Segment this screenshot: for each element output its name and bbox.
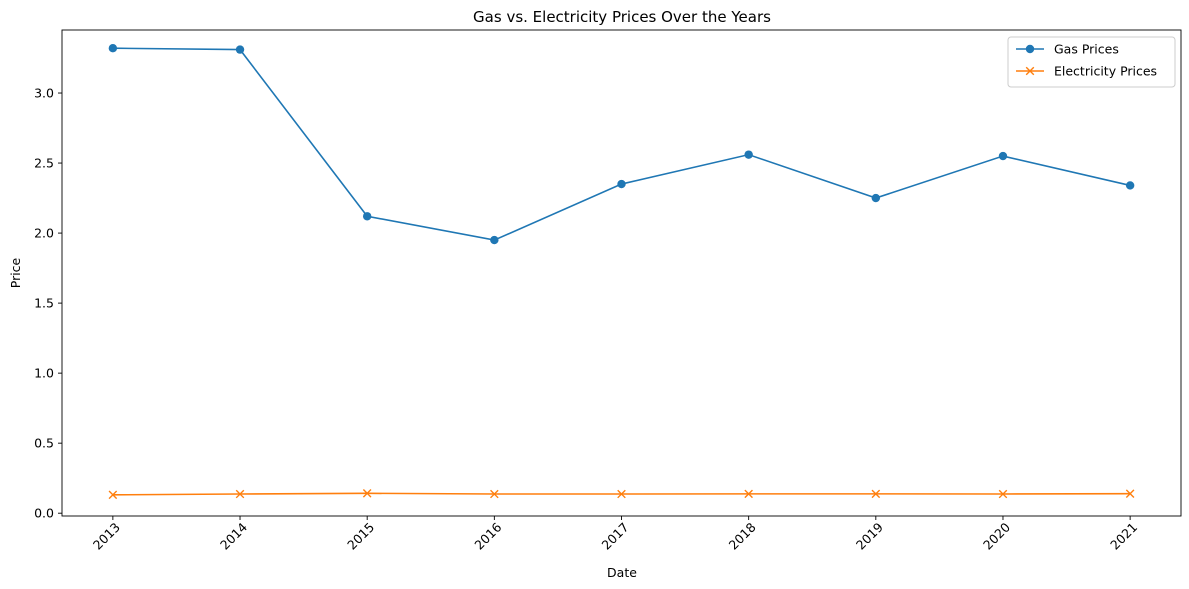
data-point-stroke: [744, 489, 753, 499]
data-point-stroke: [1125, 489, 1135, 499]
data-point: [490, 489, 499, 499]
data-point: [998, 151, 1008, 161]
data-point: [617, 489, 626, 499]
data-point-stroke: [235, 489, 245, 499]
data-point: [744, 489, 753, 499]
legend-swatch-marker: [1025, 44, 1035, 54]
y-tick-label: 3.0: [34, 86, 54, 101]
data-point: [1125, 489, 1135, 499]
legend-label: Electricity Prices: [1054, 64, 1157, 79]
data-point: [362, 212, 372, 221]
x-axis-label: Date: [607, 565, 637, 580]
data-point-stroke: [490, 489, 499, 499]
chart-title: Gas vs. Electricity Prices Over the Year…: [473, 8, 771, 26]
y-tick-label: 2.0: [34, 226, 54, 241]
data-point: [1125, 181, 1135, 190]
y-axis-label: Price: [8, 257, 23, 288]
legend-swatch-marker: [1025, 66, 1035, 76]
data-point-stroke: [998, 489, 1008, 499]
data-point: [108, 490, 118, 500]
data-point: [871, 193, 881, 203]
data-point: [744, 150, 753, 159]
legend-label: Gas Prices: [1054, 42, 1119, 57]
data-point: [998, 489, 1008, 499]
data-point-stroke: [362, 489, 372, 498]
legend-box: [1007, 36, 1176, 88]
data-point: [362, 489, 372, 498]
legend: Gas Prices Electricity Prices: [1007, 36, 1176, 88]
data-point: [235, 489, 245, 499]
data-point: [108, 44, 118, 53]
y-tick-label: 2.5: [34, 156, 54, 171]
y-tick-label: 0.5: [34, 436, 54, 451]
y-tick-label: 1.5: [34, 296, 54, 311]
data-point-stroke: [617, 489, 626, 499]
data-point: [871, 489, 881, 499]
data-point: [490, 235, 499, 245]
data-point-stroke: [871, 489, 881, 499]
data-point-stroke: [108, 490, 118, 500]
y-tick-label: 1.0: [34, 366, 54, 381]
y-tick-label: 0.0: [34, 506, 54, 521]
data-point: [617, 179, 626, 189]
data-point: [235, 45, 245, 54]
